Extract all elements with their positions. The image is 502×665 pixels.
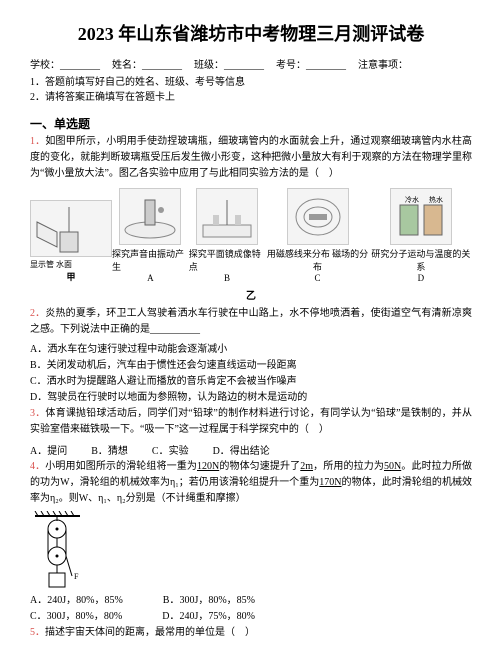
q4-n2b: η₂ <box>117 493 126 504</box>
q2-number: 2． <box>30 308 45 319</box>
q4-opt-b: B．300J，80%，85% <box>163 593 255 609</box>
q4-w2: W <box>79 493 88 504</box>
q4-text-i: 分别是（不计绳重和摩擦） <box>126 493 246 504</box>
page-title: 2023 年山东省潍坊市中考物理三月测评试卷 <box>30 20 472 46</box>
q5-text: 描述宇宙天体间的距离，最常用的单位是（ ） <box>45 627 255 638</box>
notes: 1．答题前填写好自己的姓名、班级、考号等信息 2．请将答案正确填写在答题卡上 <box>30 75 472 105</box>
class-field: 班级：________ <box>194 56 264 71</box>
q4-2m: 2m <box>300 461 313 472</box>
q4-opt-c: C．300J，80%，80% <box>30 609 122 625</box>
question-2: 2．炎热的夏季，环卫工人驾驶着洒水车行驶在中山路上，水不停地喷洒着，使街道空气有… <box>30 306 472 338</box>
fig-a-img <box>119 188 181 245</box>
q4-text-c: ，所用的拉力为 <box>313 461 384 472</box>
fig-d: 冷水 热水 研究分子运动与温度的关系 D <box>370 188 472 283</box>
q3-opt-d: D．得出结论 <box>213 442 270 457</box>
q2-opt-d: D．驾驶员在行驶时以地面为参照物，认为路边的树木是运动的 <box>30 390 472 406</box>
q4-text-f: ；若仍用该滑轮组提升一个重为 <box>179 477 320 488</box>
fig-b-img <box>196 188 258 245</box>
q4-120n: 120N <box>197 461 219 472</box>
q3-number: 3． <box>30 408 45 419</box>
question-5: 5．描述宇宙天体间的距离，最常用的单位是（ ） <box>30 625 472 641</box>
fig-jia-img <box>30 200 112 257</box>
q1-number: 1． <box>30 136 45 147</box>
question-4: 4．小明用如图所示的滑轮组将一重为120N的物体匀速提升了2m，所用的拉力为50… <box>30 459 472 507</box>
note-2: 2．请将答案正确填写在答题卡上 <box>30 90 472 105</box>
q4-text-b: 的物体匀速提升了 <box>219 461 300 472</box>
q3-options: A．提问 B．猜想 C．实验 D．得出结论 <box>30 442 472 457</box>
info-row: 学校：________ 姓名：________ 班级：________ 考号：_… <box>30 56 472 71</box>
q4-w: W <box>60 477 69 488</box>
q2-options: A．洒水车在匀速行驶过程中动能会逐渐减小 B．关闭发动机后，汽车由于惯性还会匀速… <box>30 342 472 406</box>
q4-figure: F <box>30 511 85 591</box>
fig-c-label: C <box>315 273 321 283</box>
name-field: 姓名：________ <box>112 56 182 71</box>
q2-text: 炎热的夏季，环卫工人驾驶着洒水车行驶在中山路上，水不停地喷洒着，使街道空气有清新… <box>30 308 472 335</box>
q4-sep1: 、 <box>88 493 98 504</box>
q4-number: 4． <box>30 461 45 472</box>
fig-yi-text: 乙 <box>246 291 256 302</box>
svg-text:冷水: 冷水 <box>405 195 419 204</box>
q1-figures: 显示管 水面 甲 探究声音由振动产生 A 探究平面镜成像特点 B 用磁感线来分布… <box>30 188 472 283</box>
q4-options: A．240J，80%，85% B．300J，80%，85% C．300J，80%… <box>30 593 472 625</box>
svg-text:热水: 热水 <box>429 195 443 204</box>
fig-jia: 显示管 水面 甲 <box>30 200 112 283</box>
q4-text-h: 。则 <box>59 493 79 504</box>
fig-a-cap: 探究声音由振动产生 <box>112 247 189 273</box>
q4-n1: η₁ <box>170 477 179 488</box>
q2-opt-b: B．关闭发动机后，汽车由于惯性还会匀速直线运动一段距离 <box>30 358 472 374</box>
q4-n1b: η₁ <box>98 493 107 504</box>
fig-d-img: 冷水 热水 <box>390 188 452 245</box>
q4-text-e: ，滑轮组的机械效率为 <box>70 477 170 488</box>
examno-field: 考号：________ <box>276 56 346 71</box>
q4-opt-a: A．240J，80%，85% <box>30 593 123 609</box>
q4-n2: η₂ <box>50 493 59 504</box>
section-title: 一、单选题 <box>30 115 472 132</box>
fig-b-label: B <box>224 273 230 283</box>
fig-d-label: D <box>418 273 425 283</box>
fig-b-cap: 探究平面镜成像特点 <box>189 247 266 273</box>
fig-b: 探究平面镜成像特点 B <box>189 188 266 283</box>
notice-label: 注意事项： <box>358 56 408 71</box>
question-3: 3．体育课抛铅球活动后，同学们对“铅球”的制作材料进行讨论，有同学认为“铅球”是… <box>30 406 472 438</box>
school-field: 学校：________ <box>30 56 100 71</box>
q4-text-a: 小明用如图所示的滑轮组将一重为 <box>45 461 197 472</box>
fig-a: 探究声音由振动产生 A <box>112 188 189 283</box>
question-1: 1．如图甲所示，小明用手使劲捏玻璃瓶，细玻璃管内的水面就会上升，通过观察细玻璃管… <box>30 134 472 182</box>
q4-170n: 170N <box>319 477 341 488</box>
fig-d-cap: 研究分子运动与温度的关系 <box>370 247 472 273</box>
q4-opt-d: D．240J，75%，80% <box>162 609 255 625</box>
q3-opt-a: A．提问 <box>30 442 67 457</box>
q4-sep2: 、 <box>107 493 117 504</box>
fig-c: 用磁感线来分布 磁场的分布 C <box>265 188 369 283</box>
q2-opt-c: C．洒水时为提醒路人避让而播放的音乐肯定不会被当作噪声 <box>30 374 472 390</box>
fig-c-cap: 用磁感线来分布 磁场的分布 <box>265 247 369 273</box>
q4-50n: 50N <box>384 461 401 472</box>
q3-opt-b: B．猜想 <box>91 442 128 457</box>
note-1: 1．答题前填写好自己的姓名、班级、考号等信息 <box>30 75 472 90</box>
fig-c-img <box>287 188 349 245</box>
fig-yi-label: 乙 <box>30 287 472 302</box>
q1-text: 如图甲所示，小明用手使劲捏玻璃瓶，细玻璃管内的水面就会上升，通过观察细玻璃管内水… <box>30 136 472 179</box>
q3-text: 体育课抛铅球活动后，同学们对“铅球”的制作材料进行讨论，有同学认为“铅球”是铁制… <box>30 408 472 435</box>
fig-jia-side: 显示管 水面 <box>30 259 72 270</box>
q5-number: 5． <box>30 627 45 638</box>
fig-a-label: A <box>147 273 154 283</box>
q2-opt-a: A．洒水车在匀速行驶过程中动能会逐渐减小 <box>30 342 472 358</box>
fig-jia-label: 甲 <box>66 270 75 283</box>
q3-opt-c: C．实验 <box>152 442 189 457</box>
svg-text:F: F <box>74 572 79 581</box>
